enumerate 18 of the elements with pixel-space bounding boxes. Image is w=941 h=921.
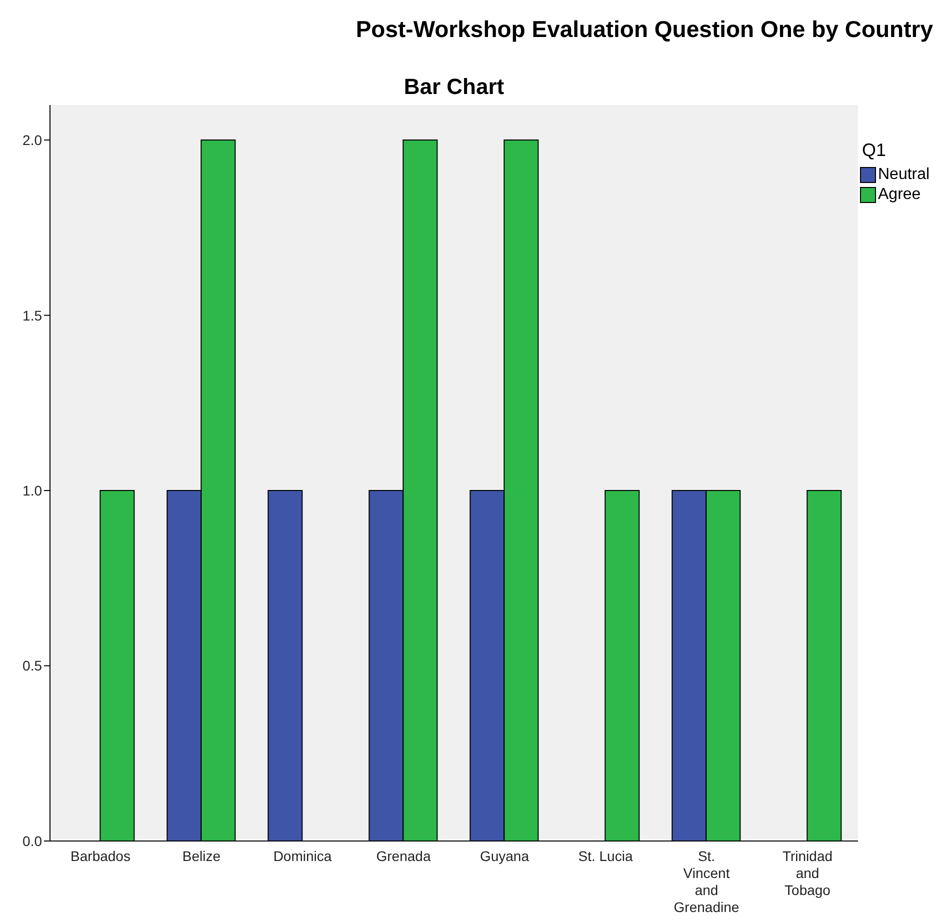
x-tick-label: Trinidad and Tobago: [782, 848, 833, 898]
chart-title: Post-Workshop Evaluation Question One by Country: [354, 16, 933, 43]
x-tick-label: St. Lucia: [578, 848, 633, 864]
chart-subtitle: Bar Chart: [402, 74, 506, 100]
x-tick-label: Belize: [182, 848, 221, 864]
legend-title: Q1: [862, 140, 888, 161]
y-tick-label: 0.0: [22, 832, 42, 849]
x-tick-label: Grenada: [376, 848, 431, 864]
x-tick-label: Guyana: [480, 848, 530, 864]
legend-label: Neutral: [878, 166, 930, 184]
x-tick-label: Barbados: [70, 848, 130, 864]
x-tick-label: St. Vincent and Grenadine: [674, 848, 740, 915]
x-tick-label: Dominica: [273, 848, 332, 864]
y-tick-label: 2.0: [22, 132, 42, 148]
y-tick-label: 0.5: [22, 658, 42, 674]
y-tick-label: 1.5: [22, 307, 42, 324]
y-tick-label: 1.0: [22, 482, 42, 498]
legend-label: Agree: [878, 186, 921, 204]
